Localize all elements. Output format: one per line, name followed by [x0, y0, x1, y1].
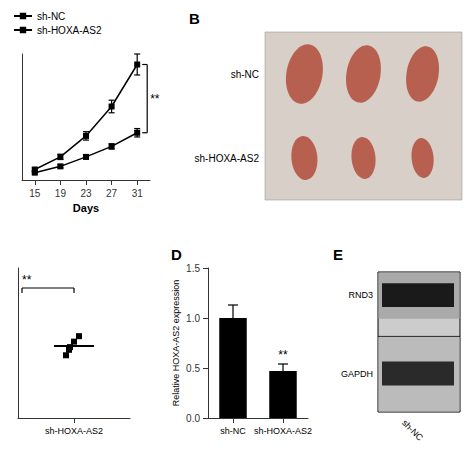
svg-text:**: **: [22, 273, 32, 287]
svg-text:D: D: [171, 246, 182, 263]
svg-text:**: **: [150, 92, 160, 106]
svg-text:19: 19: [55, 188, 67, 199]
svg-text:sh-HOXA-AS2: sh-HOXA-AS2: [37, 25, 102, 36]
svg-text:sh-NC: sh-NC: [220, 426, 246, 436]
svg-text:B: B: [189, 10, 200, 27]
svg-text:sh-NC: sh-NC: [37, 11, 65, 22]
svg-text:23: 23: [80, 188, 92, 199]
svg-text:31: 31: [132, 188, 144, 199]
svg-text:1.5: 1.5: [186, 263, 200, 274]
svg-text:27: 27: [106, 188, 118, 199]
svg-text:sh-HOXA-AS2: sh-HOXA-AS2: [45, 426, 103, 436]
svg-text:E: E: [333, 246, 343, 263]
svg-text:sh-NC: sh-NC: [400, 418, 425, 443]
svg-text:sh-HOXA-AS2: sh-HOXA-AS2: [195, 153, 260, 164]
svg-text:**: **: [278, 348, 288, 362]
svg-text:15: 15: [29, 188, 41, 199]
svg-text:Days: Days: [73, 202, 99, 214]
svg-text:Relative HOXA-AS2 expression: Relative HOXA-AS2 expression: [171, 280, 181, 407]
svg-text:sh-HOXA-AS2: sh-HOXA-AS2: [254, 426, 312, 436]
svg-text:GAPDH: GAPDH: [341, 369, 373, 379]
svg-text:0.5: 0.5: [186, 363, 200, 374]
svg-text:sh-NC: sh-NC: [231, 69, 259, 80]
svg-text:1.0: 1.0: [186, 313, 200, 324]
svg-text:RND3: RND3: [348, 290, 373, 300]
svg-text:0.0: 0.0: [186, 413, 200, 424]
